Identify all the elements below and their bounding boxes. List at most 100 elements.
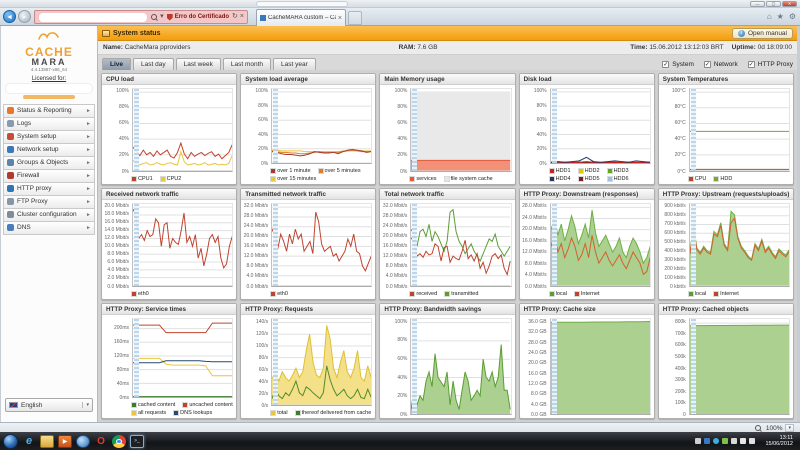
tab-live[interactable]: Live bbox=[102, 58, 132, 70]
chart-card-transmitted-network-traffic: Transmitted network traffic 32.0 Mbit/s 28… bbox=[240, 188, 377, 300]
browser-back-button[interactable]: ◄ bbox=[3, 10, 16, 23]
license-link-redacted[interactable] bbox=[23, 94, 75, 99]
y-tick-label: 8.0 Mbit/s bbox=[246, 263, 269, 270]
browser-forward-button[interactable]: ► bbox=[18, 10, 31, 23]
shield-tray-icon[interactable] bbox=[704, 438, 711, 444]
chart-plot-area: 100°C 80°C 60°C 40°C 20°C 0°C bbox=[659, 85, 793, 175]
new-tab-button[interactable] bbox=[348, 11, 362, 25]
checkbox-http-proxy[interactable]: ✓ bbox=[747, 61, 755, 68]
ftp-proxy-icon bbox=[7, 198, 14, 206]
checkbox-system[interactable]: ✓ bbox=[662, 61, 670, 68]
chrome-icon[interactable] bbox=[112, 434, 126, 448]
opera-icon[interactable] bbox=[94, 435, 108, 448]
sidebar-item-ftp-proxy[interactable]: FTP Proxy ► bbox=[3, 195, 95, 209]
close-button[interactable]: ✕ bbox=[782, 1, 797, 7]
sidebar-item-system-setup[interactable]: System setup ► bbox=[3, 130, 95, 144]
start-button[interactable] bbox=[3, 433, 18, 449]
y-tick-label: 12.0 Mbit/s bbox=[522, 249, 547, 256]
y-tick-label: 40/s bbox=[258, 378, 269, 385]
sidebar-item-network-setup[interactable]: Network setup ► bbox=[3, 143, 95, 157]
search-icon[interactable] bbox=[151, 14, 158, 20]
browser-zoom-control[interactable]: 100% ▾ bbox=[753, 424, 794, 432]
maximize-button[interactable]: ▢ bbox=[766, 1, 781, 7]
chart-card-http-proxy-requests: HTTP Proxy: Requests 140/s 120/s 100/s 80/s 6… bbox=[240, 303, 377, 419]
live-time-marker bbox=[551, 204, 557, 286]
tab-last-year[interactable]: Last year bbox=[273, 58, 316, 70]
y-tick-label: 36.0 GB bbox=[528, 319, 547, 326]
legend-swatch bbox=[573, 290, 580, 297]
filter-system[interactable]: ✓ System bbox=[662, 61, 694, 68]
y-tick-label: 20.0 Mbit/s bbox=[382, 233, 408, 240]
certificate-error-button[interactable]: Erro do Certificado bbox=[165, 13, 231, 21]
address-bar[interactable]: ▾ Erro do Certificado ↻ × bbox=[34, 10, 248, 24]
sidebar-item-logs[interactable]: Logs ► bbox=[3, 117, 95, 131]
network-icon[interactable] bbox=[731, 438, 738, 444]
tab-favicon bbox=[260, 15, 266, 21]
y-tick-label: 120/s bbox=[255, 330, 269, 337]
media-player-icon[interactable] bbox=[58, 434, 72, 448]
home-icon[interactable]: ⌂ bbox=[766, 12, 772, 21]
taskbar-clock[interactable]: 13:11 15/06/2012 bbox=[759, 435, 797, 448]
sidebar-item-dns[interactable]: DNS ► bbox=[3, 221, 95, 235]
logs-icon bbox=[7, 120, 14, 128]
sidebar-item-http-proxy[interactable]: HTTP proxy ► bbox=[3, 182, 95, 196]
language-selector[interactable]: English ▾ bbox=[5, 398, 93, 412]
chart-title: HTTP Proxy: Service times bbox=[102, 304, 237, 315]
tab-last-week[interactable]: Last week bbox=[175, 58, 221, 70]
tab-last-month[interactable]: Last month bbox=[222, 58, 272, 70]
certificate-error-label: Erro do Certificado bbox=[174, 14, 230, 20]
y-tick-label: 16.0 Mbit/s bbox=[104, 219, 129, 226]
plot-canvas bbox=[549, 88, 651, 164]
y-tick-label: 500 kbit/s bbox=[664, 238, 686, 245]
open-manual-button[interactable]: i Open manual bbox=[731, 27, 793, 39]
action-center-flag-icon[interactable] bbox=[749, 438, 756, 444]
chart-title: Total network traffic bbox=[380, 189, 515, 200]
y-tick-label: 60/s bbox=[258, 366, 269, 373]
minimize-button[interactable]: — bbox=[750, 1, 765, 7]
checkbox-network[interactable]: ✓ bbox=[703, 61, 711, 68]
chart-plot-area: 100% 80% 60% 40% 20% 0% bbox=[102, 85, 236, 175]
sidebar-item-firewall[interactable]: Firewall ► bbox=[3, 169, 95, 183]
filter-network[interactable]: ✓ Network bbox=[703, 61, 738, 68]
hidden-icons-arrow-icon[interactable] bbox=[695, 438, 702, 444]
submenu-arrow-icon: ► bbox=[86, 224, 91, 231]
live-time-marker bbox=[273, 204, 279, 286]
chart-title: System load average bbox=[241, 74, 376, 85]
terminal-icon[interactable] bbox=[130, 434, 144, 448]
y-tick-label: 40% bbox=[118, 136, 129, 143]
brand-version: 4.4.13887-x86_64 bbox=[30, 66, 68, 72]
y-tick-label: 8.0 Mbit/s bbox=[107, 251, 129, 258]
y-tick-label: 600k bbox=[674, 342, 686, 349]
skype-icon[interactable] bbox=[713, 438, 720, 444]
internet-explorer-icon[interactable] bbox=[22, 435, 36, 448]
tab-close-icon[interactable]: × bbox=[337, 14, 342, 22]
favorites-star-icon[interactable]: ★ bbox=[776, 12, 784, 21]
sidebar-item-groups-objects[interactable]: Groups & Objects ► bbox=[3, 156, 95, 170]
sidebar-item-label: System setup bbox=[17, 133, 57, 141]
volume-icon[interactable] bbox=[740, 438, 747, 444]
sidebar-item-status-reporting[interactable]: Status & Reporting ► bbox=[3, 104, 95, 118]
tab-last-day[interactable]: Last day bbox=[133, 58, 174, 70]
sidebar-item-cluster-configuration[interactable]: Cluster configuration ► bbox=[3, 208, 95, 222]
live-time-marker bbox=[690, 89, 696, 171]
y-tick-label: 40°C bbox=[674, 136, 686, 143]
y-tick-label: 16.0 Mbit/s bbox=[243, 243, 269, 250]
stop-icon[interactable]: × bbox=[239, 13, 244, 20]
legend-item-file-system-cache: file system cache bbox=[443, 176, 493, 183]
legend-swatch bbox=[577, 168, 584, 175]
zoom-caret-icon[interactable]: ▾ bbox=[785, 424, 794, 432]
legend-item-over-15-minutes: over 15 minutes bbox=[270, 176, 316, 183]
settings-gear-icon[interactable]: ⚙ bbox=[788, 12, 796, 21]
licensed-for-label: Licensed for: bbox=[31, 75, 67, 82]
y-tick-label: 20.0 Mbit/s bbox=[522, 226, 547, 233]
language-caret-icon[interactable]: ▾ bbox=[82, 402, 89, 408]
refresh-icon[interactable]: ↻ bbox=[232, 13, 238, 20]
y-tick-label: 100% bbox=[394, 88, 408, 95]
browser-tab[interactable]: CacheMARA custom – Cac... × bbox=[256, 9, 346, 26]
browser-globe-icon[interactable] bbox=[76, 434, 90, 448]
filter-http-proxy[interactable]: ✓ HTTP Proxy bbox=[747, 61, 793, 68]
file-explorer-icon[interactable] bbox=[40, 434, 54, 448]
battery-icon[interactable] bbox=[722, 438, 729, 444]
autocomplete-caret-icon[interactable]: ▾ bbox=[160, 13, 164, 20]
